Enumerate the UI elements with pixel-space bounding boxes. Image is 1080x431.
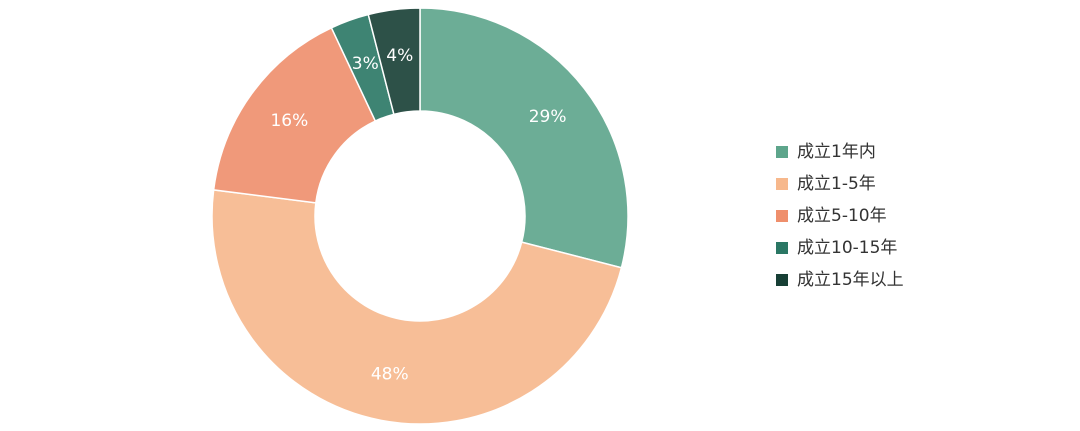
legend-swatch xyxy=(776,178,788,190)
value-label: 4% xyxy=(386,46,413,66)
value-label: 48% xyxy=(371,365,409,385)
slice xyxy=(419,7,629,269)
legend-swatch xyxy=(776,146,788,158)
legend-label: 成立1-5年 xyxy=(797,174,876,194)
value-label: 16% xyxy=(270,111,308,131)
legend-label: 成立1年内 xyxy=(797,142,876,162)
value-label: 3% xyxy=(352,54,379,74)
legend-swatch xyxy=(776,210,788,222)
legend-swatch xyxy=(776,274,788,286)
slice xyxy=(367,7,421,116)
legend-label: 成立5-10年 xyxy=(797,206,887,226)
legend-label: 成立15年以上 xyxy=(797,270,904,290)
value-label: 29% xyxy=(529,107,567,127)
legend-label: 成立10-15年 xyxy=(797,238,897,258)
slice xyxy=(211,189,623,425)
slice xyxy=(212,26,377,204)
legend-swatch xyxy=(776,242,788,254)
